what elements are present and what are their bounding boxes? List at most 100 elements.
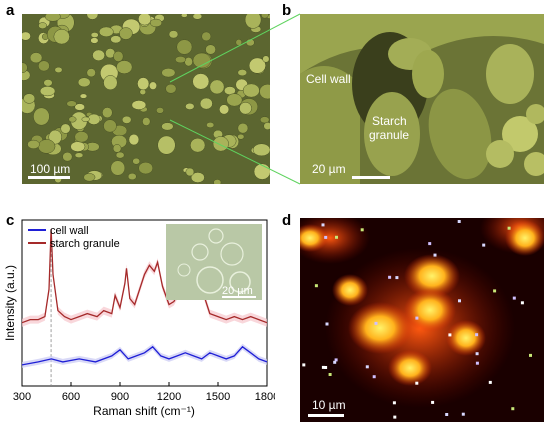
starch-grain	[112, 144, 122, 153]
starch-grain	[102, 107, 113, 119]
starch-grain	[38, 22, 47, 29]
starch-grain	[77, 77, 91, 88]
starch-granule-annotation-line2: granule	[369, 128, 410, 142]
legend-label-cell-wall: cell wall	[50, 225, 89, 237]
starch-grain	[199, 97, 213, 110]
raman-map-image	[290, 202, 550, 422]
sem-closeup-image	[300, 14, 548, 184]
map-speckle	[321, 365, 325, 369]
starch-grain	[127, 172, 137, 181]
panel-c: 300 600 900 1200 1500 1800 cell wall starch g…	[0, 212, 279, 426]
starch-grain	[201, 31, 212, 42]
starch-grain	[98, 26, 114, 37]
starch-grain	[113, 50, 124, 62]
starch-grain	[262, 55, 270, 63]
x-tick-label: 300	[13, 391, 31, 403]
map-speckle	[365, 365, 369, 369]
starch-grain	[128, 133, 140, 146]
x-axis-label: Raman shift (cm⁻¹)	[93, 404, 195, 418]
panel-label-d: d	[282, 212, 292, 229]
starch-grain	[74, 131, 89, 143]
starch-grain	[219, 104, 230, 115]
starch-grain	[103, 119, 117, 133]
map-speckle	[302, 363, 306, 367]
map-speckle	[314, 284, 318, 288]
map-speckle	[520, 301, 524, 305]
starch-grain	[131, 100, 147, 110]
x-tick-label: 1200	[157, 391, 181, 403]
starch-grain	[226, 93, 243, 107]
starch-grain	[74, 152, 84, 158]
sem-overview-image	[16, 8, 277, 186]
starch-grain	[190, 137, 206, 153]
starch-grain	[142, 117, 151, 126]
map-speckle	[458, 299, 461, 303]
starch-grain	[29, 52, 43, 64]
starch-grain	[156, 107, 164, 114]
starch-grain	[259, 116, 270, 124]
map-speckle	[512, 296, 516, 300]
map-speckle	[372, 375, 376, 379]
starch-grain	[138, 161, 154, 175]
starch-grain	[161, 122, 174, 131]
map-speckle	[415, 316, 419, 320]
starch-grain	[83, 173, 96, 182]
map-speckle	[428, 242, 432, 246]
inset-micrograph	[166, 224, 262, 300]
map-speckle	[482, 243, 486, 247]
panel-label-c: c	[6, 212, 15, 229]
cell-wall-series	[21, 345, 268, 366]
x-tick-label: 600	[62, 391, 80, 403]
starch-grain	[137, 77, 150, 91]
legend-label-starch-granule: starch granule	[50, 238, 120, 250]
starch-grain	[115, 151, 125, 159]
x-tick-label: 900	[111, 391, 129, 403]
starch-grain	[237, 122, 249, 134]
starch-grain	[239, 101, 252, 115]
starch-grain	[205, 44, 216, 55]
starch-grain	[237, 133, 245, 140]
x-tick-label: 1500	[206, 391, 230, 403]
map-speckle	[445, 413, 449, 416]
starch-grain	[185, 102, 195, 110]
map-speckle	[388, 275, 392, 279]
map-speckle	[511, 407, 515, 411]
starch-grain	[168, 30, 179, 39]
map-speckle	[457, 220, 461, 223]
starch-grain	[23, 93, 36, 104]
map-speckle	[325, 322, 329, 326]
map-speckle	[393, 415, 397, 419]
map-speckle	[334, 358, 338, 362]
panel-a	[16, 8, 277, 186]
map-speckle	[448, 333, 452, 337]
starch-grain	[132, 157, 141, 165]
starch-grain	[237, 69, 248, 77]
map-speckle	[493, 289, 497, 293]
scale-bar-label-d: 10 µm	[312, 398, 346, 412]
starch-grain	[185, 167, 195, 177]
starch-grain	[248, 57, 266, 74]
starch-grain	[103, 75, 118, 91]
raman-chart: 300 600 900 1200 1500 1800 cell wall starch g…	[3, 219, 279, 418]
starch-grain	[68, 116, 77, 123]
starch-grain	[157, 135, 176, 155]
starch-grain	[60, 123, 71, 134]
map-speckle	[507, 226, 511, 230]
panel-b	[300, 14, 548, 184]
starch-grain	[116, 60, 133, 74]
starch-grain	[110, 35, 122, 44]
starch-grain	[48, 129, 62, 145]
map-speckle	[415, 381, 419, 385]
starch-grain	[74, 103, 85, 111]
map-speckle	[529, 353, 532, 357]
starch-granule-series	[21, 229, 268, 324]
scale-bar-label-b: 20 µm	[312, 162, 346, 176]
inset-scale-bar-label: 20 µm	[222, 285, 253, 297]
cell-wall-annotation: Cell wall	[306, 72, 351, 86]
starch-grain	[92, 49, 105, 61]
starch-grain	[110, 160, 126, 176]
map-speckle	[324, 235, 328, 239]
panel-d	[290, 202, 550, 422]
map-speckle	[335, 235, 338, 239]
